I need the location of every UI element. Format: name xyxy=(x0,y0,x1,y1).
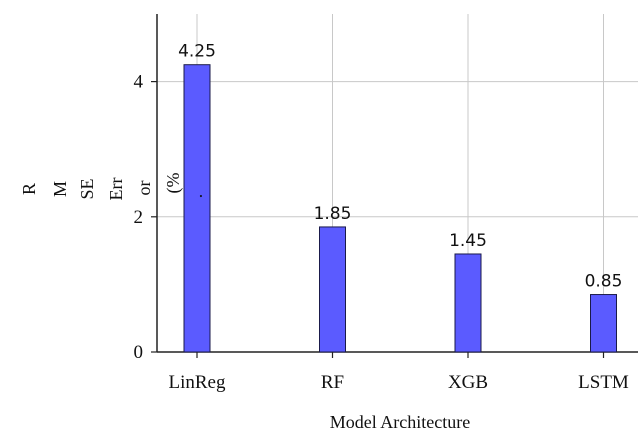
y-axis-title-fragment: SE xyxy=(77,178,97,199)
bar-lstm xyxy=(590,294,617,353)
y-axis-title-fragment: R xyxy=(19,183,39,195)
bar-linreg xyxy=(183,64,211,353)
y-axis-title-fragment: M xyxy=(50,181,70,197)
grid xyxy=(157,14,638,352)
bars xyxy=(183,64,617,353)
data-label-rf: 1.85 xyxy=(314,204,352,224)
bar-xgb xyxy=(454,253,482,353)
y-axis-title-fragment: (% xyxy=(163,173,184,194)
x-tick-label-xgb: XGB xyxy=(448,372,488,393)
x-ticks: LinReg RF XGB LSTM xyxy=(169,352,629,393)
x-tick-label-lstm: LSTM xyxy=(578,372,629,393)
x-tick-label-rf: RF xyxy=(321,372,344,393)
axes xyxy=(156,14,638,353)
bar-rf xyxy=(319,226,346,353)
y-tick-label: 4 xyxy=(134,72,144,93)
y-ticks: 0 2 4 xyxy=(134,72,157,363)
data-label-xgb: 1.45 xyxy=(449,231,487,251)
data-label-linreg: 4.25 xyxy=(178,42,216,62)
y-axis-title-fragment: or xyxy=(134,181,154,196)
y-axis-title-fragment: . xyxy=(186,194,206,199)
y-tick-label: 0 xyxy=(134,342,144,363)
y-axis-title: R M SE Err or (%. xyxy=(19,173,206,201)
data-label-lstm: 0.85 xyxy=(585,272,623,292)
x-axis-title: Model Architecture xyxy=(330,412,470,432)
y-tick-label: 2 xyxy=(134,207,144,228)
data-labels: 4.25 1.85 1.45 0.85 xyxy=(178,42,622,292)
x-tick-label-linreg: LinReg xyxy=(169,372,226,393)
y-axis-title-fragment: Err xyxy=(106,178,126,201)
